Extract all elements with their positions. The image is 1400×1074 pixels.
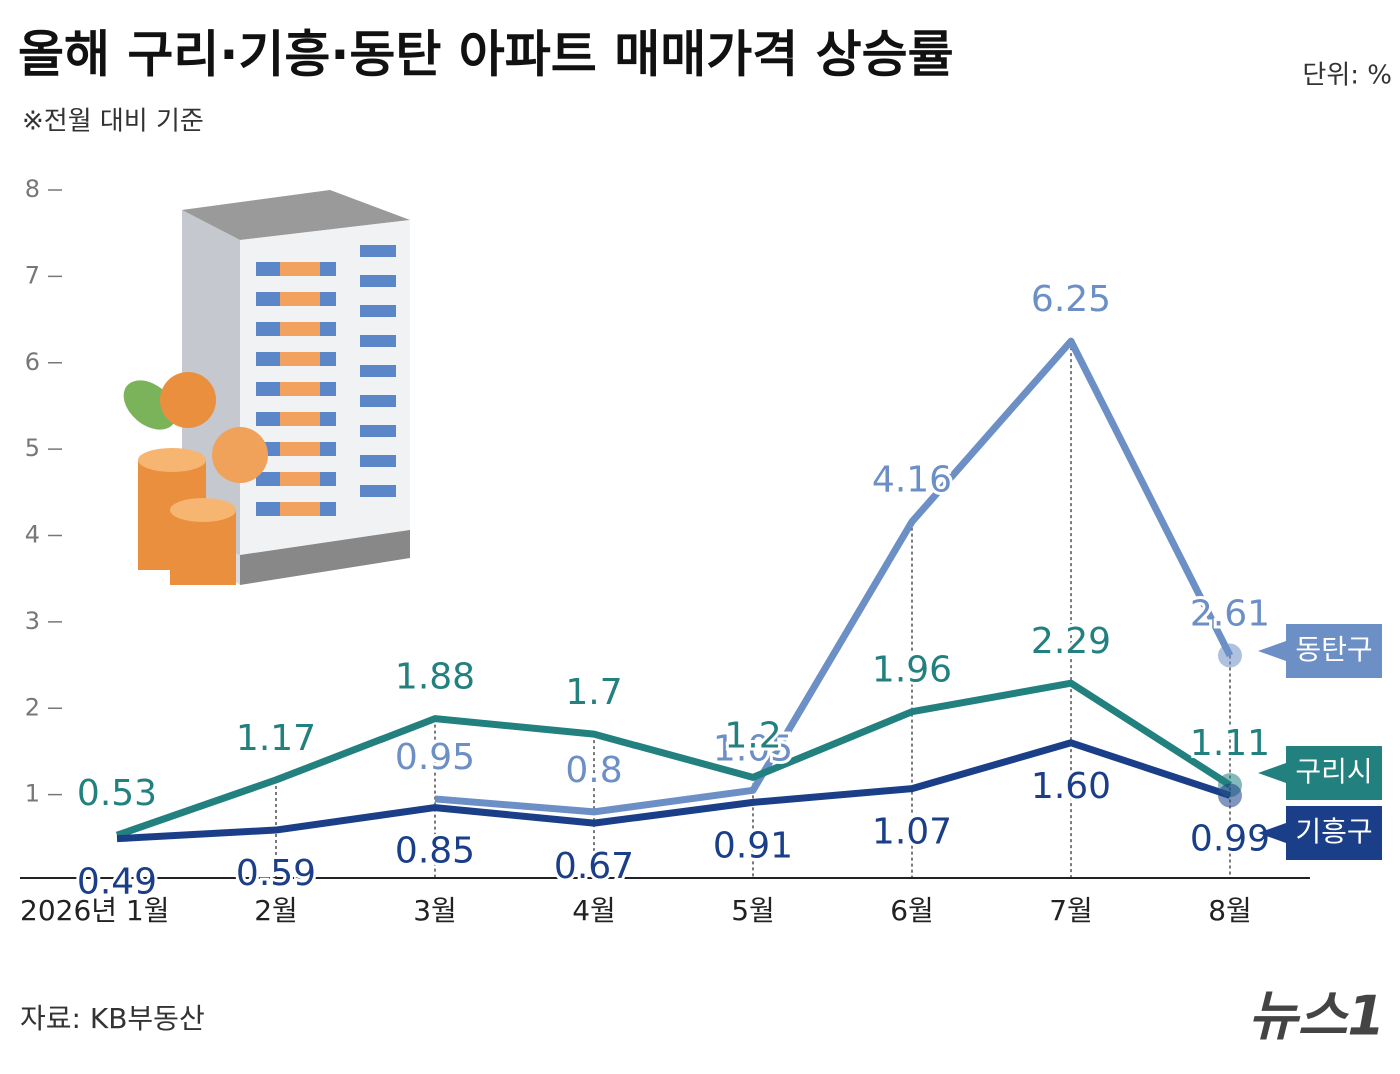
data-label: 4.16 [872,460,952,501]
legend-label: 구리시 [1295,755,1372,788]
end-point [1218,643,1242,668]
data-label: 0.59 [236,853,316,894]
y-tick-label: 5 [25,434,40,462]
data-label: 1.60 [1031,766,1111,807]
data-label: 0.95 [395,737,475,778]
data-label: 1.05 [713,728,793,769]
data-label: 1.07 [872,812,952,853]
legend-label: 기흥구 [1295,815,1372,848]
data-label: 2.29 [1031,621,1111,662]
brand-logo: 뉴스1 [1248,985,1385,1048]
chart-title: 올해 구리·기흥·동탄 아파트 매매가격 상승률 [18,26,954,84]
y-tick-label: 3 [25,607,40,635]
x-tick-label: 3월 [413,894,457,927]
building-illustration [123,190,410,585]
data-label: 0.53 [77,773,157,814]
legend-box [1286,806,1382,860]
data-label: 0.49 [77,862,157,903]
x-tick-label: 7월 [1049,894,1093,927]
data-label: 1.7 [565,672,622,713]
data-label: 2.61 [1190,594,1270,635]
x-tick-label: 8월 [1208,894,1252,927]
data-label: 0.85 [395,831,475,872]
end-point [1218,783,1242,808]
data-label: 0.8 [565,750,622,791]
x-tick-label: 2026년 1월 [20,894,170,927]
data-label: 0.67 [554,846,634,887]
y-tick-label: 4 [25,521,40,549]
legend-box [1286,746,1382,800]
x-tick-label: 4월 [572,894,616,927]
y-tick-label: 8 [25,175,40,203]
data-label: 1.17 [236,718,316,759]
chart-subtitle: ※전월 대비 기준 [22,107,204,137]
x-tick-label: 2월 [254,894,298,927]
y-tick-label: 2 [25,693,40,721]
source: 자료: KB부동산 [20,1002,205,1035]
legend-pointer [1258,641,1286,661]
legend-pointer [1258,763,1286,783]
series-line [115,679,1232,839]
data-label: 1.2 [724,715,781,756]
data-label: 6.25 [1031,279,1111,320]
data-label: 1.96 [872,650,952,691]
y-tick-label: 7 [25,261,40,289]
legend-box [1286,624,1382,678]
y-tick-label: 1 [25,780,40,808]
data-label: 1.88 [395,657,475,698]
data-label: 0.91 [713,825,793,866]
unit-label: 단위: % [1302,61,1392,91]
legend-pointer [1258,823,1286,843]
x-tick-label: 6월 [890,894,934,927]
data-label: 0.99 [1190,818,1270,859]
data-label: 1.11 [1190,723,1270,764]
series-line [116,739,1232,843]
x-tick-label: 5월 [731,894,775,927]
y-tick-label: 6 [25,348,40,376]
legend-label: 동탄구 [1295,633,1372,666]
series-line [434,337,1234,816]
